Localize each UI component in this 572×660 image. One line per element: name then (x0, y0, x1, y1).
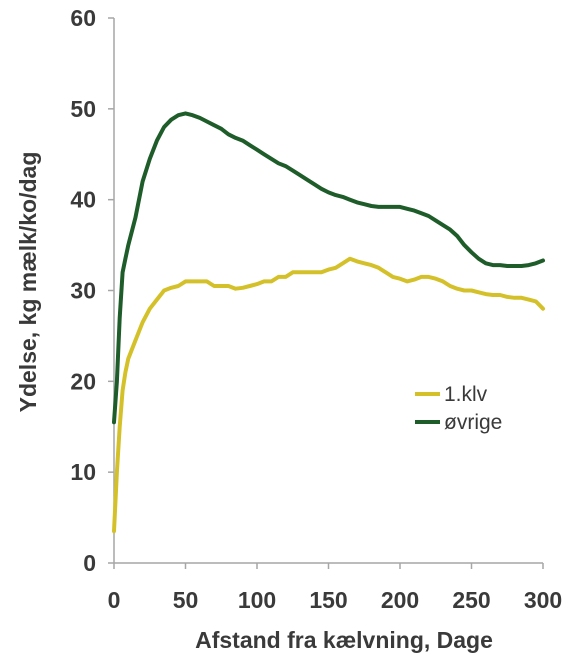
y-tick-label: 0 (83, 550, 96, 576)
x-tick-label: 0 (108, 587, 121, 613)
x-tick-label: 200 (381, 587, 419, 613)
y-axis-title: Ydelse, kg mælk/ko/dag (15, 152, 41, 413)
x-tick-label: 250 (452, 587, 490, 613)
x-tick-label: 300 (524, 587, 562, 613)
y-tick-label: 60 (70, 5, 96, 31)
x-tick-label: 100 (238, 587, 276, 613)
series-layer (112, 111, 545, 534)
x-tick-label: 50 (173, 587, 199, 613)
legend-label: 1.klv (444, 383, 488, 406)
y-tick-label: 40 (70, 187, 96, 213)
x-tick-label: 150 (309, 587, 347, 613)
axes: 0 10 20 30 40 50 60 0 50 100 150 200 250 300 (70, 5, 562, 613)
y-tick-label: 10 (70, 459, 96, 485)
y-tick-label: 50 (70, 96, 96, 122)
y-tick-label: 30 (70, 278, 96, 304)
y-tick-label: 20 (70, 368, 96, 394)
series-line-0 (112, 256, 545, 534)
x-axis-title: Afstand fra kælvning, Dage (195, 627, 493, 653)
legend: 1.klv øvrige (415, 383, 502, 434)
legend-label: øvrige (444, 411, 502, 434)
series-line-1 (112, 111, 545, 425)
